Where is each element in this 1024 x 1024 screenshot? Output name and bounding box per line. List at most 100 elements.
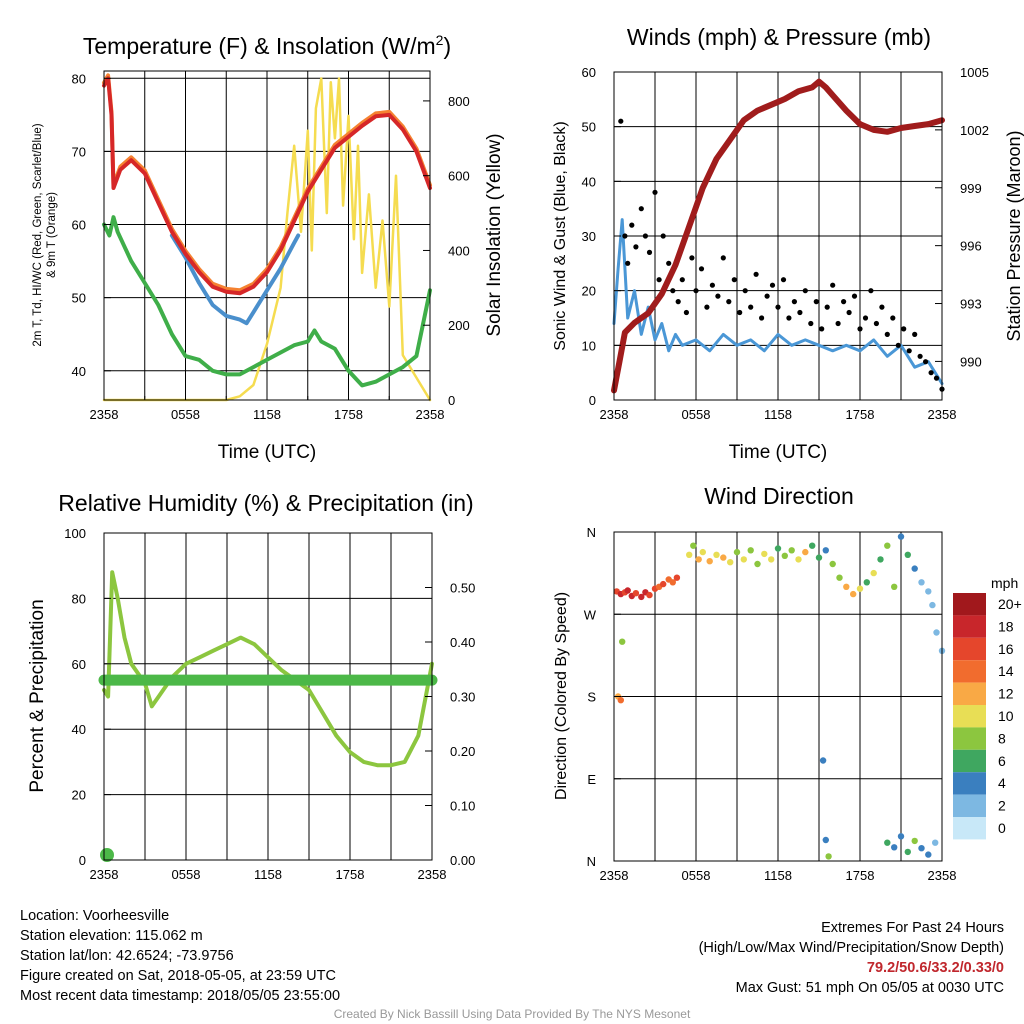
- winds-y2-tick-label: 1002: [960, 123, 989, 138]
- temperature-y2-tick-label: 800: [448, 94, 470, 109]
- gust-point: [622, 233, 628, 239]
- gust-point: [670, 288, 676, 294]
- winds-y2-tick-label: 1005: [960, 65, 989, 80]
- winds-xlabel: Time (UTC): [729, 442, 828, 463]
- wind-direction-point: [795, 556, 802, 563]
- winds-y-tick-label: 40: [582, 174, 596, 189]
- wind-direction-point: [802, 548, 809, 556]
- gust-point: [819, 326, 825, 332]
- legend-label: 10: [998, 708, 1014, 724]
- wind-direction-point: [932, 839, 939, 846]
- gust-point: [646, 249, 653, 255]
- gust-point: [933, 375, 940, 381]
- gust-point: [689, 255, 695, 261]
- series-line-sonic-wind: [612, 218, 944, 386]
- gust-point: [759, 315, 765, 321]
- gust-point: [791, 299, 798, 305]
- gust-point: [846, 309, 852, 316]
- wind-direction-point: [619, 638, 626, 645]
- legend-swatch: [953, 615, 986, 638]
- gust-point: [830, 282, 836, 288]
- legend-swatch: [953, 817, 986, 840]
- wind-direction-point: [761, 550, 768, 558]
- temperature-y-tick-label: 80: [72, 71, 86, 86]
- wind-direction-point: [713, 551, 720, 558]
- wind-direction-point: [884, 839, 891, 846]
- gust-point: [901, 326, 907, 332]
- legend-swatch: [953, 794, 986, 817]
- gust-point: [780, 277, 787, 283]
- winds-panel: Winds (mph) & Pressure (mb) 2358 0558 1158…: [552, 24, 1024, 463]
- temperature-series: [102, 73, 432, 402]
- wind-direction-y-tick-label: W: [584, 607, 597, 622]
- wind-direction-point: [884, 542, 891, 549]
- wind-direction-point: [918, 845, 925, 852]
- temperature-x-tick-label: 2358: [90, 407, 119, 422]
- winds-title: Winds (mph) & Pressure (mb): [627, 24, 931, 50]
- temperature-x-ticks: 2358 0558 1158 1758 2358: [90, 393, 445, 422]
- gust-point: [824, 304, 830, 310]
- credit-line: Created By Nick Bassill Using Data Provi…: [333, 1007, 691, 1021]
- wind-direction-point: [829, 560, 836, 568]
- extremes-values: 79.2/50.6/33.2/0.33/0: [866, 960, 1004, 976]
- winds-ylabel-left: Sonic Wind & Gust (Blue, Black): [552, 121, 569, 350]
- humidity-x-tick-label: 1758: [336, 867, 365, 882]
- gust-point: [775, 304, 781, 310]
- wind-direction-point: [706, 558, 713, 565]
- winds-x-tick-label: 2358: [600, 407, 629, 422]
- humidity-panel: Relative Humidity (%) & Precipitation (i…: [27, 490, 475, 882]
- humidity-gridlines: [104, 533, 432, 860]
- wind-direction-point: [918, 579, 925, 586]
- winds-y2-tick-label: 999: [960, 181, 982, 196]
- wind-direction-point: [768, 556, 775, 563]
- gust-point: [764, 293, 770, 299]
- wind-direction-point: [695, 556, 702, 563]
- gust-point: [618, 118, 624, 124]
- legend-swatch: [953, 593, 986, 616]
- winds-y-tick-label: 50: [582, 120, 596, 135]
- gust-point: [679, 277, 685, 283]
- temperature-x-tick-label: 2358: [416, 407, 445, 422]
- wind-direction-point: [850, 590, 857, 598]
- series-line-solar-insolation: [102, 77, 432, 402]
- wind-direction-point: [673, 574, 681, 581]
- winds-y2-tick-label: 993: [960, 297, 982, 312]
- humidity-ylabel: Percent & Precipitation: [27, 599, 48, 792]
- wind-direction-point: [904, 848, 911, 856]
- legend-label: 14: [998, 663, 1014, 679]
- temperature-y-tick-label: 60: [72, 218, 86, 233]
- gust-point: [656, 277, 662, 283]
- wind-direction-point: [815, 554, 823, 561]
- speed-legend: 20+ 18 16 14 12 10 8 6 4 2 0: [953, 593, 1022, 840]
- humidity-y2-tick-label: 0.30: [450, 690, 475, 705]
- legend-swatch: [953, 660, 986, 683]
- wind-direction-point: [788, 547, 795, 554]
- wind-direction-point: [624, 587, 631, 594]
- gust-point: [912, 331, 918, 337]
- winds-y-tick-label: 20: [582, 284, 596, 299]
- humidity-y2-tick-label: 0.20: [450, 744, 475, 759]
- legend-label: 2: [998, 798, 1006, 814]
- humidity-y-tick-label: 20: [72, 788, 86, 803]
- temperature-xlabel: Time (UTC): [218, 442, 317, 463]
- gust-point: [625, 260, 631, 266]
- wind-direction-point: [825, 853, 832, 860]
- legend-swatch: [953, 727, 986, 750]
- wind-direction-x-ticks: 2358 0558 1158 1758 2358: [600, 854, 956, 883]
- gust-point: [786, 315, 792, 321]
- wind-direction-point: [863, 579, 870, 586]
- gust-point: [769, 282, 776, 288]
- temperature-y2-tick-label: 200: [448, 318, 470, 333]
- wind-direction-point: [754, 560, 761, 568]
- temperature-x-tick-label: 1158: [253, 407, 281, 422]
- temperature-ylabel-line2: & 9m T (Orange): [46, 192, 58, 278]
- temperature-x-tick-label: 0558: [171, 407, 200, 422]
- station-latlon: Station lat/lon: 42.6524; -73.9756: [20, 948, 234, 964]
- gust-point: [709, 282, 716, 288]
- legend-label: 18: [998, 618, 1014, 634]
- gust-point: [808, 320, 814, 327]
- wind-direction-point: [891, 583, 898, 590]
- wind-direction-x-tick-label: 1758: [846, 868, 875, 883]
- temperature-y-tick-label: 70: [72, 144, 86, 159]
